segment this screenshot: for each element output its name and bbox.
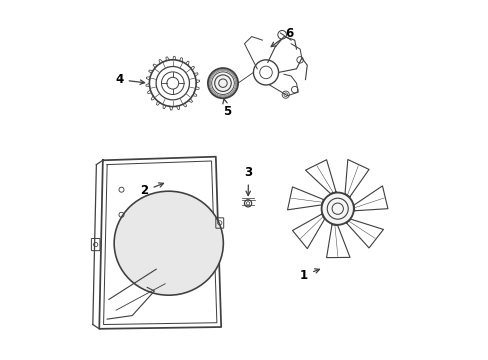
- Ellipse shape: [114, 191, 223, 295]
- Text: 2: 2: [140, 183, 163, 197]
- Circle shape: [207, 68, 238, 98]
- Text: 3: 3: [244, 166, 252, 195]
- Circle shape: [321, 193, 353, 225]
- Text: 5: 5: [223, 99, 231, 118]
- Text: 6: 6: [271, 27, 293, 47]
- Text: 1: 1: [300, 269, 319, 282]
- Text: 4: 4: [115, 73, 144, 86]
